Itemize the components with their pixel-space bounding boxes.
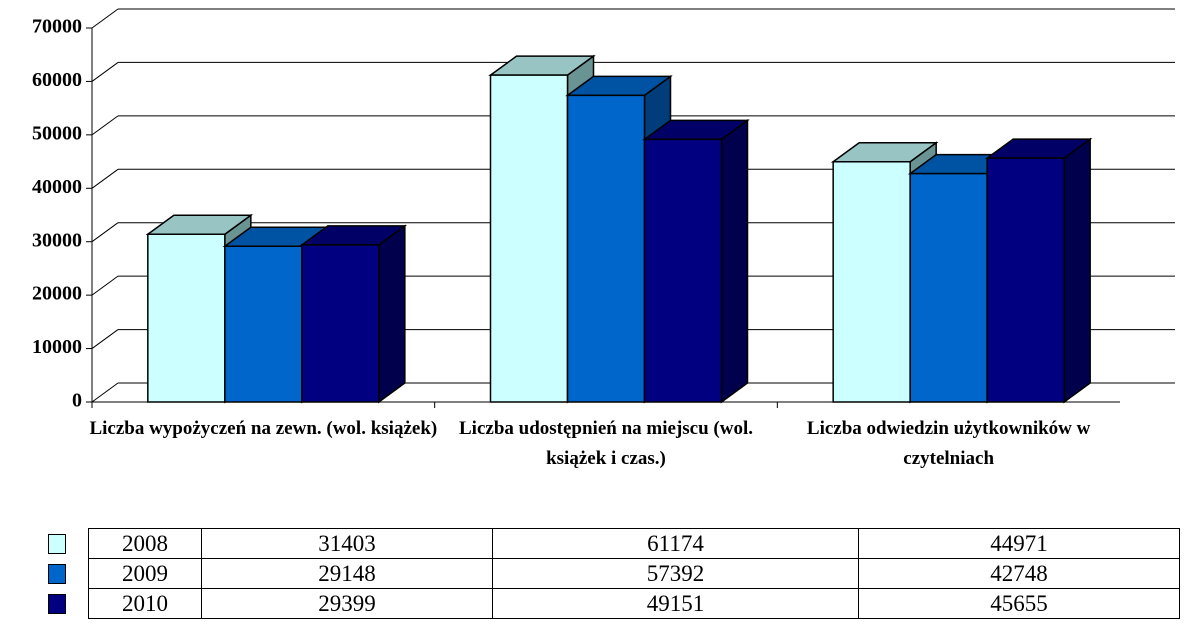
- grid-line: [91, 222, 119, 243]
- x-tick-label: Liczba udostępnień na miejscu (wol. ksią…: [459, 418, 753, 469]
- x-tick-label: Liczba wypożyczeń na zewn. (wol. książek…: [89, 418, 438, 439]
- table-cell: 61174: [492, 528, 859, 559]
- bar-front: [224, 245, 303, 403]
- grid-line: [91, 115, 119, 136]
- legend-label: 2010: [88, 588, 202, 619]
- y-tick-label: 60000: [32, 69, 82, 91]
- table-cell: 44971: [858, 528, 1180, 559]
- grid-line: [91, 8, 119, 29]
- legend-label: 2009: [88, 558, 202, 589]
- grid-line: [91, 62, 119, 82]
- grid-line: [91, 275, 119, 296]
- y-tick-label: 70000: [32, 16, 82, 38]
- data-table: 2008 31403 61174 44971 2009 29148 57392 42748 20…: [88, 528, 1180, 619]
- bar-side: [720, 118, 749, 404]
- bar-front: [489, 74, 569, 403]
- legend-swatch: [48, 534, 66, 554]
- legend-swatch: [48, 564, 66, 584]
- table-row: 2010 29399 49151 45655: [88, 588, 1180, 619]
- bar: [299, 224, 408, 404]
- bar-front: [147, 233, 226, 403]
- bar-front: [301, 244, 380, 403]
- table-cell: 42748: [858, 558, 1180, 589]
- y-tick-label: 40000: [32, 176, 82, 198]
- table-cell: 57392: [492, 558, 859, 589]
- bar: [642, 118, 750, 404]
- bar-front: [986, 157, 1065, 403]
- table-cell: 45655: [858, 588, 1180, 619]
- y-tick-label: 10000: [32, 336, 82, 358]
- bar: [984, 137, 1093, 404]
- legend-swatch: [48, 594, 66, 614]
- bar-front: [566, 94, 646, 403]
- grid-line: [91, 168, 119, 189]
- table-row: 2009 29148 57392 42748: [88, 558, 1180, 589]
- table-cell: 29148: [201, 558, 493, 589]
- table-row: 2008 31403 61174 44971: [88, 528, 1180, 559]
- bar-front: [909, 172, 988, 403]
- grid-line: [91, 382, 119, 403]
- y-tick-label: 30000: [32, 229, 82, 251]
- legend-label: 2008: [88, 528, 202, 559]
- bar-front: [832, 160, 911, 403]
- table-cell: 29399: [201, 588, 493, 619]
- y-tick-label: 0: [72, 390, 82, 412]
- bar-side: [1063, 137, 1091, 404]
- bar-side: [378, 224, 406, 404]
- table-cell: 31403: [201, 528, 493, 559]
- grid-line: [91, 329, 119, 349]
- table-cell: 49151: [492, 588, 859, 619]
- y-tick-label: 20000: [32, 283, 82, 305]
- x-tick-label: Liczba odwiedzin użytkowników w czytelni…: [806, 418, 1091, 469]
- bar-front: [643, 138, 723, 403]
- y-tick-label: 50000: [32, 122, 82, 144]
